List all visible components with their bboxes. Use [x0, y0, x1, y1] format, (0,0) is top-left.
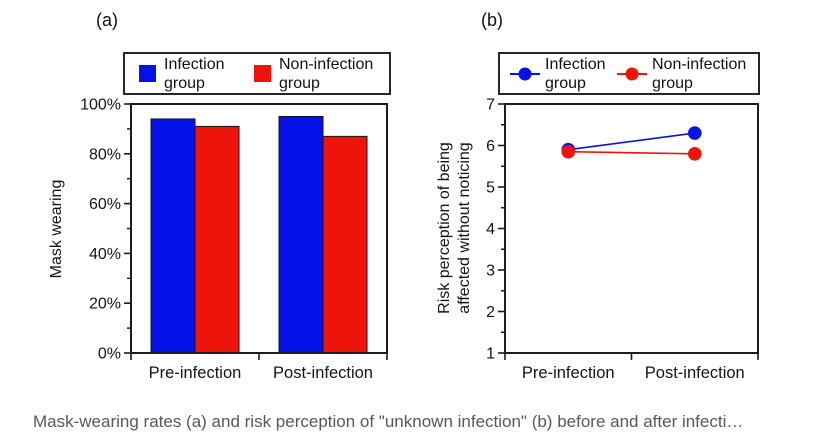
legend-a-label-non-infection: Non-infection group	[279, 55, 374, 92]
x-category-label: Pre-infection	[522, 364, 615, 382]
x-category-label: Pre-infection	[149, 364, 242, 382]
legend-a-item-infection: Infection group	[139, 55, 228, 93]
figure-caption: Mask-wearing rates (a) and risk percepti…	[33, 412, 744, 431]
legend-b-item-infection: Infection group	[510, 55, 609, 93]
non-infection-group-swatch	[254, 65, 271, 82]
panel-b-legend: Infection group Non-infection group	[498, 52, 760, 95]
y-tick-label: 3	[486, 263, 495, 280]
panel-a-label: (a)	[96, 10, 118, 30]
y-tick-label: 4	[486, 221, 495, 238]
y-tick-label: 80%	[89, 146, 121, 163]
line-non-infection-group	[568, 150, 695, 155]
bar-infection-group-post-infection	[278, 115, 324, 354]
y-tick-label: 6	[486, 138, 495, 155]
x-category-label: Post-infection	[273, 364, 373, 382]
y-tick-label: 2	[486, 304, 495, 321]
panel-b-label: (b)	[481, 10, 503, 30]
legend-a-item-non-infection: Non-infection group	[254, 55, 379, 93]
y-tick-label: 60%	[89, 196, 121, 213]
bar-infection-group-pre-infection	[150, 118, 196, 354]
y-tick-label: 20%	[89, 296, 121, 313]
point-infection-group-post-infection	[687, 126, 702, 140]
panel-b-y-axis-title: Risk perception of being affected withou…	[436, 142, 473, 314]
y-tick-label: 1	[486, 346, 495, 363]
x-category-label: Post-infection	[645, 364, 745, 382]
plot-border	[130, 103, 388, 354]
y-tick-label: 40%	[89, 246, 121, 263]
bar-non-infection-group-post-infection	[322, 135, 368, 354]
legend-a-label-infection: Infection group	[164, 55, 225, 92]
bar-non-infection-group-pre-infection	[194, 125, 240, 354]
panel-a-legend: Infection group Non-infection group	[123, 52, 391, 95]
point-non-infection-group-post-infection	[687, 147, 702, 161]
infection-group-line-marker	[510, 67, 540, 81]
y-tick-label: 5	[486, 180, 495, 197]
infection-group-swatch	[139, 65, 156, 82]
y-tick-label: 7	[486, 97, 495, 114]
line-infection-group	[568, 132, 695, 151]
legend-b-item-non-infection: Non-infection group	[617, 55, 752, 93]
plot-border	[504, 103, 759, 354]
non-infection-group-line-marker	[617, 67, 647, 81]
panel-a-y-axis-title: Mask wearing	[48, 179, 65, 279]
y-tick-label: 0%	[98, 346, 121, 363]
y-tick-label: 100%	[80, 97, 121, 114]
point-non-infection-group-pre-infection	[561, 144, 576, 159]
legend-b-label-infection: Infection group	[545, 55, 606, 92]
legend-b-label-non-infection: Non-infection group	[652, 55, 747, 92]
